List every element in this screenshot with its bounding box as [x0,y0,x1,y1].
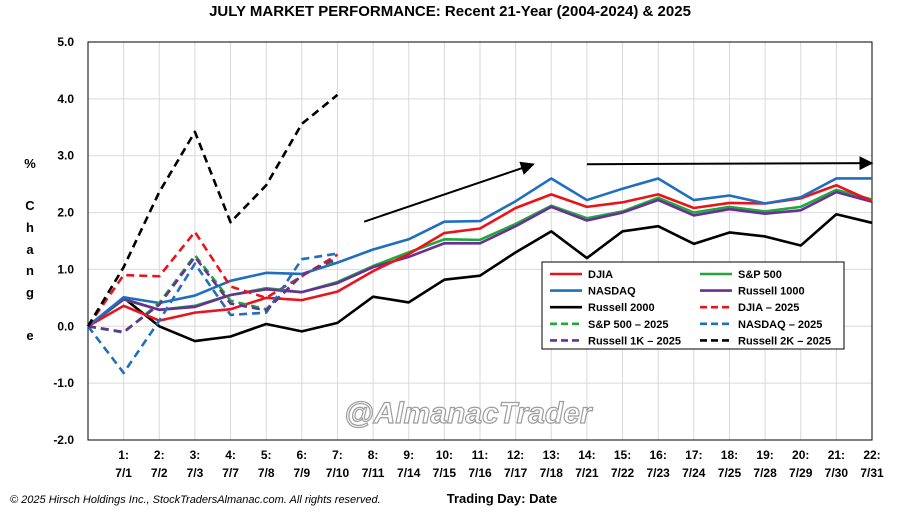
x-tick-date: 7/1 [115,466,132,480]
x-tick-day: 15: [614,448,631,462]
legend-label: Russell 2K – 2025 [738,335,831,347]
x-tick-date: 7/18 [540,466,564,480]
x-tick-date: 7/31 [860,466,884,480]
x-tick-date: 7/11 [362,466,385,480]
x-tick-date: 7/9 [293,466,310,480]
trend-arrows [363,156,874,223]
y-tick-label: 4.0 [57,92,74,106]
x-tick-day: 2: [154,448,165,462]
x-tick-day: 9: [403,448,414,462]
x-tick-day: 21: [828,448,845,462]
x-tick-date: 7/23 [647,466,671,480]
x-tick-date: 7/15 [433,466,457,480]
legend-label: S&P 500 [738,269,782,281]
legend-box [541,261,845,350]
legend-label: S&P 500 – 2025 [588,319,669,331]
y-axis-label-letter: C [25,198,35,213]
gridlines [87,41,873,441]
series-lines [86,93,873,375]
x-tick-day: 1: [118,448,129,462]
y-axis-label-letter: e [26,328,33,343]
series-line-russell-1000 [87,190,873,328]
y-tick-label: -2.0 [53,433,74,447]
series-line-nasdaq-2025 [86,252,338,375]
series-line-russell-1k-2025 [87,255,339,334]
x-tick-day: 19: [756,448,773,462]
series-line-russell-2k-2025 [86,93,339,327]
y-tick-label: 2.0 [57,206,74,220]
legend-label: Russell 1000 [738,286,805,298]
x-tick-date: 7/8 [258,466,275,480]
legend: DJIA S&P 500 NASDAQ Russell 1000 Russell 200… [541,261,845,350]
x-tick-date: 7/29 [789,466,813,480]
y-tick-label: 0.0 [57,319,74,333]
plot-frame [87,41,873,441]
x-tick-date: 7/3 [187,466,204,480]
copyright-footer: © 2025 Hirsch Holdings Inc., StockTrader… [10,494,381,506]
y-tick-label: 1.0 [57,262,74,276]
x-tick-day: 16: [650,448,667,462]
y-axis-label-letter: g [26,285,34,300]
x-tick-date: 7/21 [575,466,599,480]
chart-title: JULY MARKET PERFORMANCE: Recent 21-Year … [209,3,691,20]
series-line-russell-2000 [87,212,873,343]
x-tick-day: 18: [721,448,738,462]
x-axis-tick-labels: 1: 7/1 2: 7/2 3: 7/3 4: 7/7 5: 7/8 6: 7/9 7: 7/10 8: 7/… [115,448,884,480]
x-tick-date: 7/30 [825,466,849,480]
x-tick-day: 5: [261,448,272,462]
x-tick-day: 8: [368,448,379,462]
y-tick-label: 5.0 [57,35,74,49]
x-tick-date: 7/22 [611,466,635,480]
x-tick-date: 7/16 [468,466,492,480]
series-line-djia [87,183,873,328]
x-tick-date: 7/7 [222,466,239,480]
y-axis-label-letter: % [24,156,36,171]
watermark: @AlmanacTrader [344,397,593,430]
y-axis-tick-labels: -2.0 -1.0 0.0 1.0 2.0 3.0 4.0 5.0 [53,35,74,447]
x-tick-date: 7/28 [753,466,777,480]
x-tick-date: 7/17 [504,466,528,480]
x-tick-day: 17: [685,448,702,462]
legend-label: NASDAQ [588,286,636,298]
x-tick-date: 7/2 [151,466,168,480]
legend-label: DJIA – 2025 [738,302,799,314]
x-tick-day: 22: [863,448,880,462]
y-axis-label-letter: h [26,220,34,235]
x-tick-day: 13: [543,448,560,462]
legend-label: Russell 1K – 2025 [588,335,681,347]
legend-label: NASDAQ – 2025 [738,319,822,331]
x-tick-day: 12: [507,448,524,462]
x-tick-day: 7: [332,448,343,462]
series-line-s-p-500-2025 [87,253,338,334]
trend-arrow-2 [586,156,874,171]
x-tick-date: 7/14 [397,466,421,480]
x-tick-day: 3: [190,448,201,462]
x-tick-day: 20: [792,448,809,462]
x-tick-date: 7/24 [682,466,706,480]
x-tick-day: 10: [436,448,453,462]
legend-label: Russell 2000 [588,302,655,314]
x-tick-day: 11: [472,448,489,462]
x-tick-day: 6: [296,448,307,462]
x-tick-day: 4: [225,448,236,462]
legend-label: DJIA [588,269,613,281]
x-tick-date: 7/25 [718,466,742,480]
y-tick-label: 3.0 [57,149,74,163]
y-axis-label-letter: a [26,242,34,257]
series-line-nasdaq [87,177,872,328]
x-axis-label: Trading Day: Date [447,491,558,506]
trend-arrow-1 [363,161,535,223]
x-tick-date: 7/10 [326,466,350,480]
y-axis-label-letter: n [26,263,34,278]
y-tick-label: -1.0 [53,376,74,390]
x-tick-day: 14: [578,448,595,462]
